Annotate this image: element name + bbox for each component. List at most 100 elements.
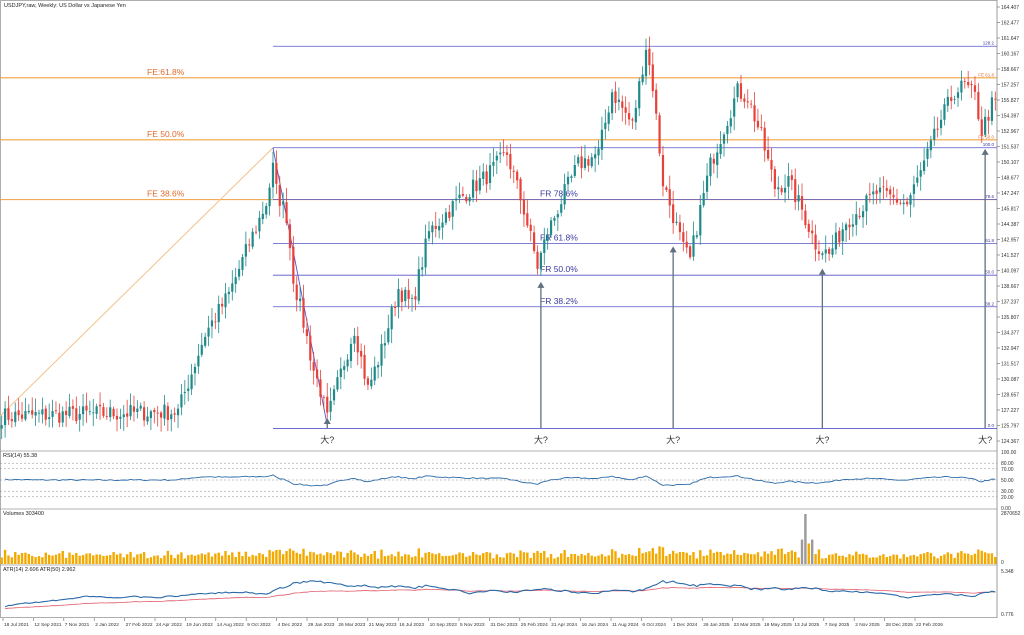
volume-bar: [129, 551, 132, 564]
volume-bar: [746, 553, 749, 564]
volume-bar: [505, 553, 509, 564]
volume-bar: [488, 552, 492, 564]
volume-bar: [112, 551, 115, 564]
candle-body: [356, 336, 359, 353]
volume-bar: [173, 558, 176, 564]
date-tick-label: 5 Nov 2023: [460, 622, 485, 628]
volume-bar: [14, 552, 17, 564]
volume-bar: [458, 552, 461, 564]
volume-bar: [231, 552, 234, 564]
volume-bar: [671, 550, 675, 564]
volume-bar: [590, 555, 593, 564]
price-tick-label: 161.647: [1001, 36, 1019, 42]
atr-tick-label: 5.348: [1001, 569, 1014, 575]
candle-body: [207, 327, 210, 337]
price-tick-label: 164.407: [1001, 5, 1019, 11]
candle-body: [733, 98, 736, 117]
candle-body: [746, 101, 749, 103]
candle-body: [424, 238, 427, 268]
candle-body: [909, 195, 912, 205]
candle-body: [482, 171, 485, 179]
volume-bar: [841, 555, 844, 564]
candle-body: [248, 244, 251, 246]
candle-body: [149, 411, 153, 419]
date-tick-label: 9 Oct 2022: [247, 622, 271, 628]
candle-body: [180, 394, 183, 408]
volume-bar: [71, 554, 75, 564]
candle-body: [129, 404, 132, 417]
candle-body: [448, 211, 451, 218]
candle-body: [638, 81, 641, 109]
volume-bar: [258, 552, 261, 564]
candle-body: [889, 189, 892, 195]
volume-bar: [814, 554, 817, 564]
candle-body: [811, 230, 814, 234]
volume-bar: [563, 550, 566, 564]
candle-body: [777, 187, 780, 190]
volume-bar: [37, 556, 41, 564]
volume-bar: [105, 555, 109, 564]
candle-body: [658, 115, 661, 154]
frames: [0, 0, 998, 618]
volume-bar: [58, 553, 61, 564]
volume-bar: [939, 555, 943, 564]
candle-body: [611, 92, 614, 114]
rsi-tick-label: 20.00: [1001, 495, 1014, 501]
price-tick-label: 160.167: [1001, 52, 1019, 58]
candle-body: [268, 187, 271, 207]
candle-body: [624, 107, 627, 113]
candle-body: [315, 369, 319, 379]
candle-body: [275, 162, 278, 184]
volume-bar: [478, 555, 482, 564]
candle-body: [984, 116, 987, 135]
volume-bar: [604, 556, 607, 564]
volume-bar: [515, 557, 519, 564]
candle-body: [88, 411, 91, 413]
volume-bar: [68, 552, 71, 564]
volume-bar: [834, 553, 838, 564]
volume-bar: [244, 551, 248, 564]
volume-bar: [705, 555, 709, 564]
volume-bar: [417, 548, 421, 564]
volume-bar: [658, 546, 661, 564]
candle-body: [600, 129, 604, 150]
volume-bar: [75, 552, 78, 564]
volume-bar: [943, 554, 946, 564]
candle-body: [933, 128, 936, 140]
candle-body: [851, 224, 854, 227]
candle-body: [648, 48, 651, 66]
volume-bar: [699, 550, 702, 564]
volume-bar: [668, 553, 671, 564]
date-tick-label: 7 Sep 2025: [825, 622, 850, 628]
candle-body: [292, 246, 295, 284]
volume-bar: [190, 554, 193, 564]
volume-bar: [973, 553, 977, 564]
date-tick-label: 16 Jun 2024: [582, 622, 609, 628]
rsi-line: [4, 474, 996, 487]
candle-body: [68, 406, 71, 416]
volume-bar: [892, 554, 895, 564]
volume-bar: [587, 552, 590, 564]
price-tick-label: 134.377: [1001, 331, 1019, 337]
volume-bar: [261, 554, 265, 564]
volume-bar: [3, 549, 7, 564]
price-tick-label: 162.477: [1001, 21, 1019, 27]
rsi-panel: [0, 462, 997, 498]
volume-bar: [281, 554, 285, 564]
volume-bar: [343, 557, 346, 564]
candle-body: [807, 223, 810, 232]
arrow-head: [818, 268, 826, 275]
volume-panel: [0, 514, 997, 564]
volume-bar: [885, 557, 888, 564]
volume-bar: [420, 557, 424, 564]
candle-body: [770, 159, 773, 170]
volume-bar: [970, 555, 973, 564]
candle-body: [309, 335, 312, 361]
volume-bar: [824, 558, 827, 564]
volume-bar: [424, 552, 427, 564]
candle-body: [950, 97, 953, 101]
volume-bar: [200, 553, 203, 564]
volume-bar: [44, 552, 47, 564]
candle-body: [695, 235, 698, 237]
volume-bar: [926, 551, 929, 564]
